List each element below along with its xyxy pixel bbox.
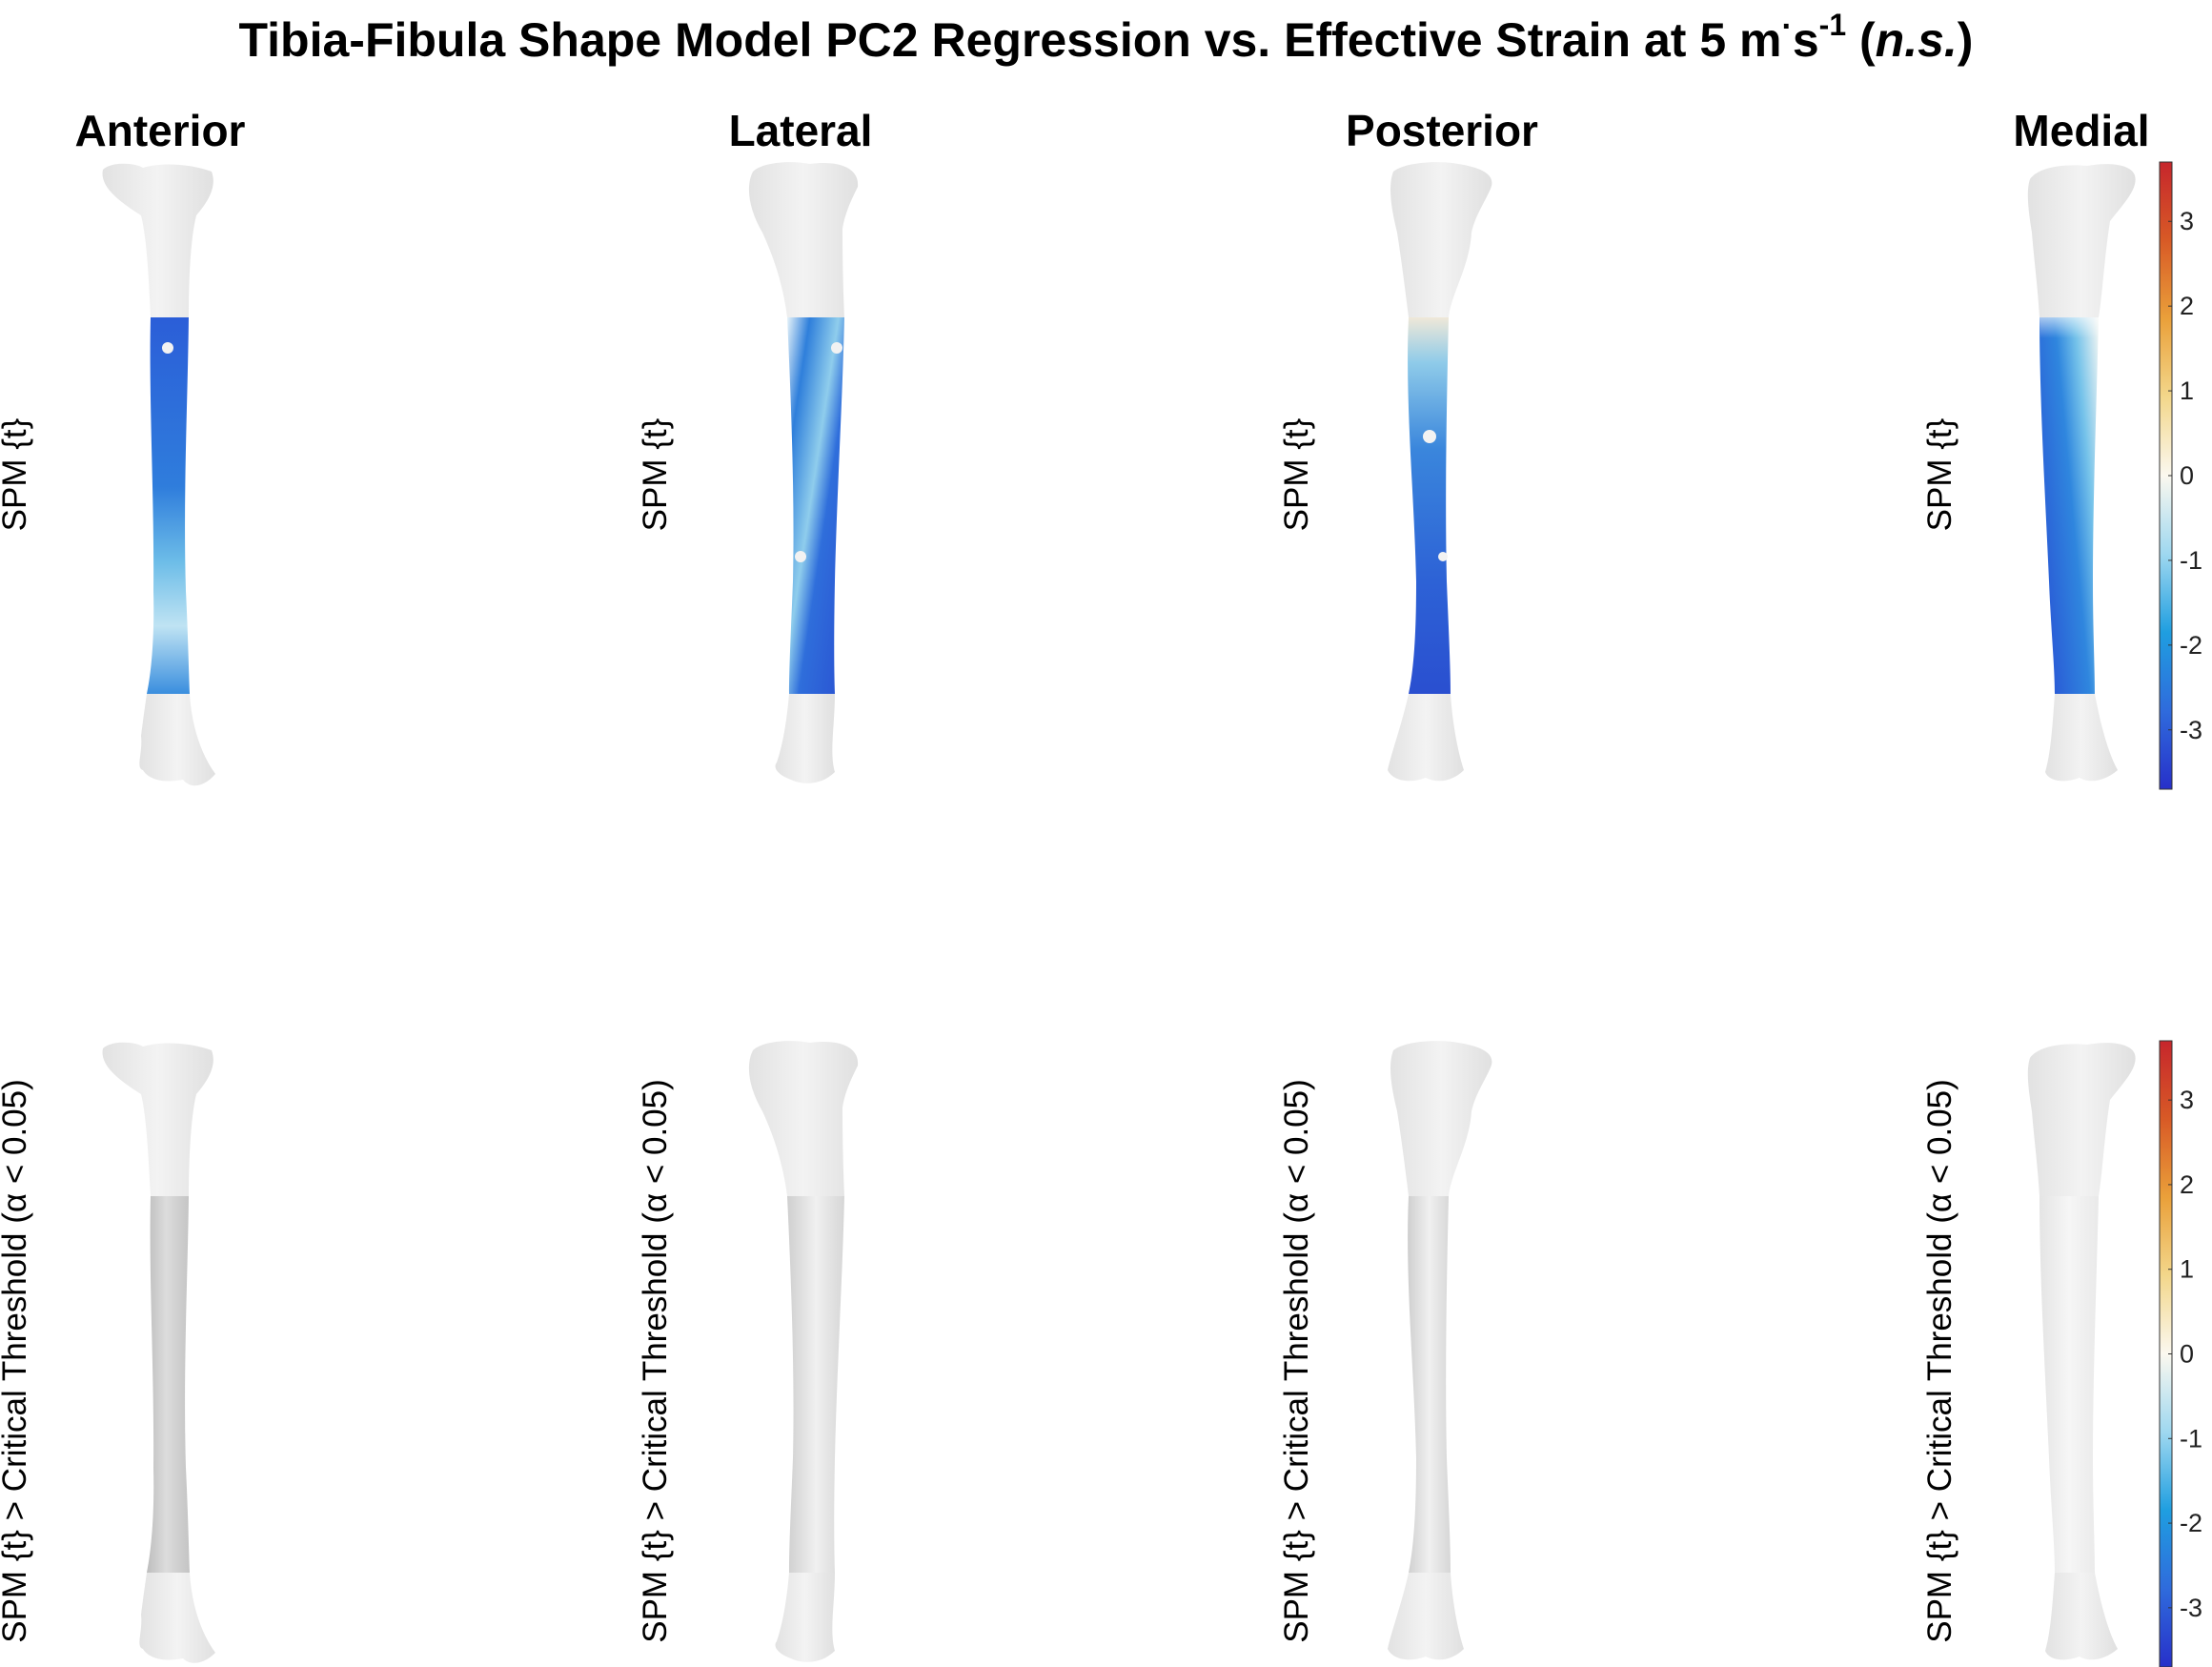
colorbar-bottom-tick-label: -1 [2180, 1424, 2202, 1453]
colorbar-top-tick-label: 1 [2180, 376, 2194, 405]
colorbar-bottom-tick-label: 3 [2180, 1086, 2194, 1114]
colorbar-top-tick-label: -3 [2180, 716, 2202, 744]
colorbar-top-tick-label: -2 [2180, 631, 2202, 660]
colorbar-top-tick-label: -1 [2180, 546, 2202, 575]
colorbar-top-tick-label: 2 [2180, 292, 2194, 320]
bone-bottom-lateral [748, 1041, 859, 1662]
view-title-anterior: Anterior [74, 106, 246, 155]
figure-title: Tibia-Fibula Shape Model PC2 Regression … [238, 8, 1974, 67]
colorbar-top-tick-label: 3 [2180, 207, 2194, 235]
bone-bottom-medial [2027, 1043, 2136, 1660]
bone-top-anterior [102, 163, 215, 786]
colorbar-bottom-tick-label: -2 [2180, 1509, 2202, 1537]
view-title-lateral: Lateral [728, 106, 873, 155]
colorbar-bottom-tick-label: 2 [2180, 1170, 2194, 1199]
colorbar-top-tick-label: 0 [2180, 461, 2194, 490]
view-title-medial: Medial [2013, 106, 2150, 155]
view-title-posterior: Posterior [1346, 106, 1538, 155]
colorbar-bottom-tick-label: -3 [2180, 1594, 2202, 1622]
colorbar-bottom-tick-label: 1 [2180, 1255, 2194, 1284]
colorbar-top: 3 2 1 0 -1 -2 -3 [2159, 161, 2202, 790]
colorbar-bottom: 3 2 1 0 -1 -2 -3 [2159, 1040, 2202, 1667]
bone-top-posterior [1388, 162, 1492, 782]
bone-top-lateral [748, 162, 859, 783]
colorbar-bottom-tick-label: 0 [2180, 1340, 2194, 1369]
bone-top-medial [2027, 164, 2136, 782]
bone-bottom-posterior [1388, 1041, 1492, 1660]
bone-bottom-anterior [102, 1042, 215, 1663]
